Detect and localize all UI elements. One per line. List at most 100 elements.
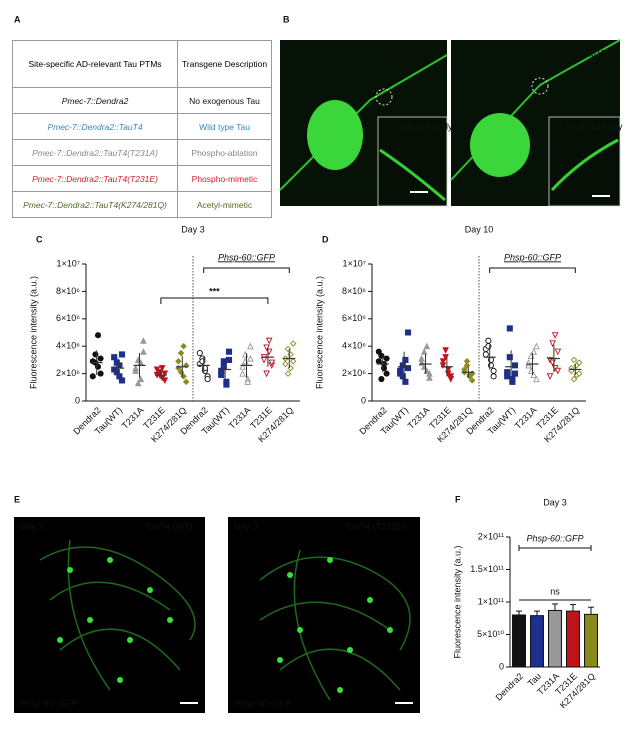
image-label: TauT4 (T231E) (550, 48, 610, 58)
dot (383, 370, 390, 377)
y-tick-label: 1×10⁷ (342, 258, 366, 268)
y-tick-label: 8×10⁶ (56, 286, 80, 296)
y-tick-label: 2×10⁶ (56, 368, 80, 378)
dot (420, 348, 428, 355)
dot (375, 348, 382, 355)
dot (423, 342, 431, 350)
dot (533, 375, 540, 383)
dot (511, 370, 519, 377)
y-axis-label: Fluorescence intensity (a.u.) (314, 276, 324, 389)
y-tick-label: 5×10¹⁰ (477, 629, 504, 639)
dot (89, 373, 96, 380)
x-tick-label: Dendra2 (494, 671, 525, 702)
dot (485, 337, 492, 344)
dot (225, 356, 233, 363)
header-cell: Site-specific AD-relevant Tau PTMs (12, 40, 178, 88)
inset-label: PLM cell body (566, 121, 623, 131)
dot (506, 325, 513, 332)
panel-letter: D (322, 234, 329, 244)
x-tick-label: T231A (120, 405, 146, 431)
dot (506, 354, 513, 361)
dot (570, 356, 578, 364)
dot (113, 369, 120, 376)
dot (527, 367, 535, 374)
dot (533, 342, 540, 350)
dot (204, 376, 211, 383)
dot (442, 347, 449, 354)
dot (485, 343, 492, 350)
annotation: *** (209, 286, 220, 296)
dot (134, 379, 142, 387)
y-tick-label: 1×10¹¹ (478, 596, 504, 606)
dot (92, 351, 99, 358)
y-tick-label: 6×10⁶ (342, 313, 366, 323)
x-tick-label: T231A (513, 405, 539, 431)
dot (153, 366, 161, 374)
strain-label: Phsp-60::GFP (234, 698, 291, 708)
dot (220, 363, 227, 370)
dot (463, 362, 471, 369)
panel-letter: C (36, 234, 43, 244)
image-label: TauT4 (T231E) (345, 521, 405, 531)
dot (260, 356, 268, 364)
dot (397, 367, 404, 374)
dot (158, 365, 166, 372)
dot (426, 369, 433, 377)
y-tick-label: 4×10⁶ (56, 341, 80, 351)
dot (549, 359, 556, 367)
dot (97, 355, 104, 362)
dot (118, 351, 126, 358)
panel-letter: B (283, 14, 290, 24)
day-label: Day 3 (20, 521, 44, 531)
dot (247, 342, 254, 350)
dot (137, 375, 145, 383)
dot (404, 329, 412, 336)
bracket (489, 267, 576, 273)
y-tick-label: 0 (75, 395, 80, 405)
bar (512, 614, 526, 668)
dot (284, 370, 292, 377)
cell: Pmec-7::Dendra2::TauT4 (12, 113, 178, 140)
chart-title: Day 10 (465, 224, 494, 234)
bar (566, 610, 580, 668)
dot (487, 356, 495, 363)
dot (426, 374, 433, 381)
image-label: TauT4 (WT) (392, 48, 440, 58)
dot (575, 370, 583, 377)
y-tick-label: 8×10⁶ (342, 286, 366, 296)
dot (140, 337, 147, 344)
dot (284, 345, 292, 353)
dot (399, 373, 406, 380)
dot (239, 363, 246, 370)
dot (554, 367, 562, 375)
ptm-table: Site-specific AD-relevant Tau PTMs Transg… (12, 40, 272, 218)
x-tick-label: T231A (227, 405, 253, 431)
dot (509, 378, 516, 385)
cell: Phospho-ablation (177, 139, 272, 166)
dot (282, 360, 289, 368)
dot (220, 358, 227, 365)
cell: Pmec-7::Dendra2::TauT4(T231A) (12, 139, 178, 166)
y-tick-label: 2×10¹¹ (478, 531, 504, 541)
dot (289, 358, 297, 365)
dot (223, 381, 230, 388)
dot (180, 342, 187, 350)
dot (132, 367, 139, 374)
y-tick-label: 0 (361, 395, 366, 405)
micrographs (14, 39, 621, 713)
dot (402, 356, 409, 363)
dot (570, 375, 578, 383)
strain-label: Phsp-60::GFP (284, 192, 341, 202)
dot (463, 358, 471, 365)
dot (490, 367, 497, 374)
dot (116, 362, 123, 369)
cell: Phospho-mimetic (177, 165, 272, 192)
chart-title: Day 3 (181, 224, 205, 234)
dot (161, 377, 169, 385)
dot (199, 358, 206, 365)
bracket (160, 297, 269, 304)
cell: No exogenous Tau (177, 87, 272, 114)
annotation: ns (550, 586, 560, 596)
y-axis-label: Fluorescence intensity (a.u.) (28, 276, 38, 389)
